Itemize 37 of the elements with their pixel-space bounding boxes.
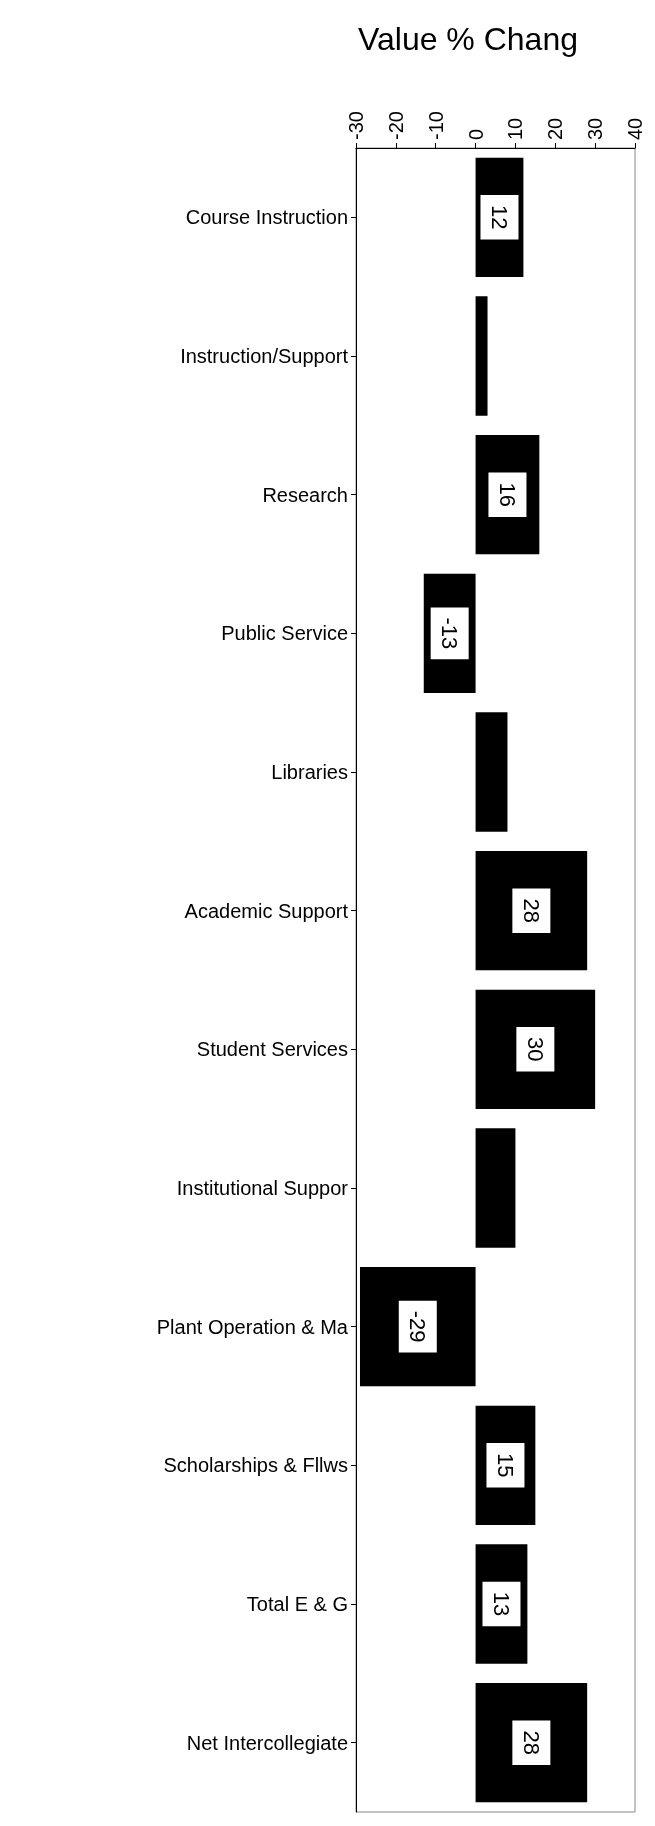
bar xyxy=(475,1128,516,1248)
data-label: 13 xyxy=(488,1591,514,1617)
x-tick-label: -10 xyxy=(424,111,447,140)
data-label: 28 xyxy=(518,898,544,923)
bar xyxy=(475,1683,588,1803)
y-tick-label: Research xyxy=(262,483,348,506)
y-tick-label: Institutional Suppor xyxy=(176,1177,349,1199)
y-tick-label: Public Service xyxy=(221,622,348,645)
data-label: -13 xyxy=(437,617,463,650)
data-label: 12 xyxy=(486,205,512,230)
x-tick-label: 0 xyxy=(464,128,487,140)
chart-title: Value % Chang xyxy=(358,21,578,57)
y-tick-label: Plant Operation & Ma xyxy=(156,1315,349,1338)
data-label: 16 xyxy=(494,482,520,507)
x-tick-label: 20 xyxy=(544,117,567,140)
bar xyxy=(475,851,588,971)
y-tick-label: Academic Support xyxy=(184,899,349,922)
y-tick-label: Instruction/Support xyxy=(180,345,349,367)
y-tick-label: Total E & G xyxy=(246,1593,348,1615)
x-tick-label: 30 xyxy=(584,117,607,140)
x-tick-label: -30 xyxy=(345,111,367,140)
data-label: 28 xyxy=(518,1730,544,1755)
bar xyxy=(475,989,596,1109)
y-tick-label: Net Intercollegiate xyxy=(186,1731,348,1754)
y-tick-label: Student Services xyxy=(196,1038,348,1061)
y-tick-label: Course Instruction xyxy=(185,206,348,229)
y-tick-label: Libraries xyxy=(271,761,348,783)
data-label: 15 xyxy=(492,1453,518,1478)
data-label: -29 xyxy=(405,1310,431,1343)
y-tick-label: Scholarships & Fllws xyxy=(163,1454,348,1477)
x-tick-label: 10 xyxy=(504,117,527,140)
bar xyxy=(359,1267,476,1387)
x-tick-label: 40 xyxy=(624,117,646,140)
bar xyxy=(475,296,488,416)
data-label: 30 xyxy=(522,1037,548,1062)
x-tick-label: -20 xyxy=(384,111,407,140)
bar xyxy=(475,712,508,832)
